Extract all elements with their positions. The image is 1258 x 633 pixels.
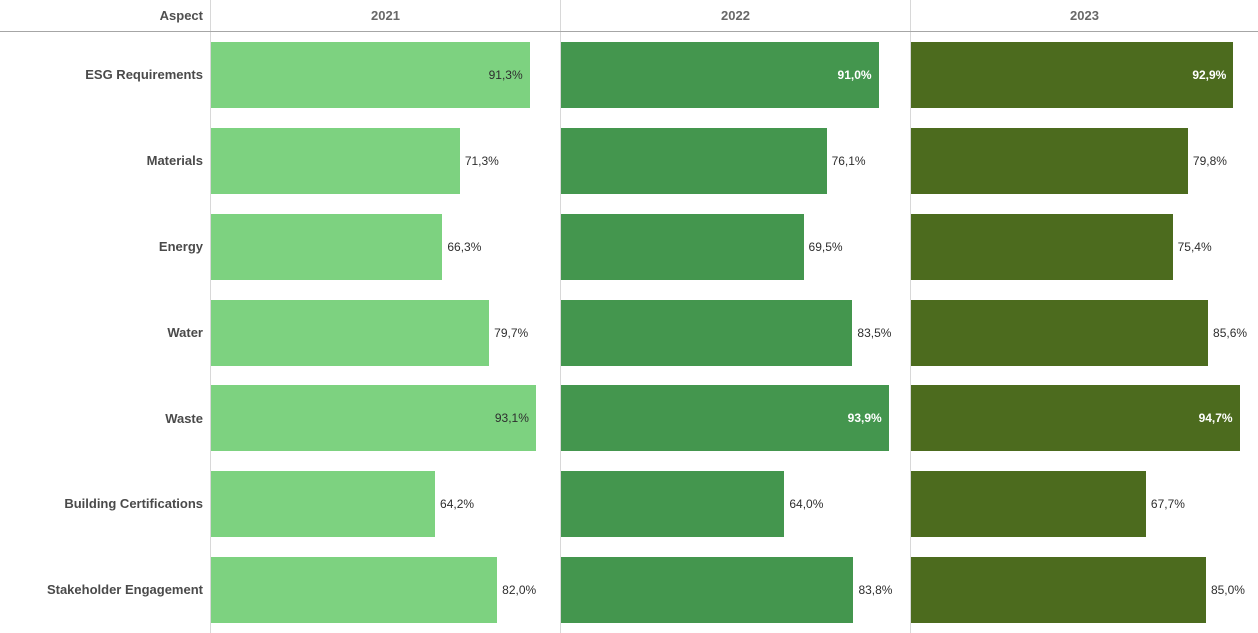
- row-label-esg-requirements: ESG Requirements: [85, 67, 203, 83]
- row-label-stakeholder-engagement: Stakeholder Engagement: [46, 582, 203, 598]
- row-label-waste: Waste: [165, 410, 203, 426]
- chart-row-water: Water 79,7% 83,5% 85,6%: [0, 289, 1258, 376]
- aspect-column-header: Aspect: [159, 8, 203, 23]
- bar-2023-building-certifications[interactable]: [911, 471, 1146, 538]
- cell-2021-waste: 93,1%: [210, 375, 560, 462]
- chart-row-waste: Waste 93,1% 93,9% 94,7%: [0, 375, 1258, 462]
- value-label-2021-waste: 93,1%: [494, 411, 529, 426]
- bar-2022-materials[interactable]: [561, 127, 827, 194]
- cell-2021-building-certifications: 64,2%: [210, 461, 560, 548]
- bar-2021-stakeholder-engagement[interactable]: [211, 557, 498, 624]
- cell-2023-building-certifications: 67,7%: [910, 461, 1258, 548]
- value-label-2022-energy: 69,5%: [808, 239, 843, 254]
- bar-2021-esg-requirements[interactable]: 91,3%: [211, 41, 530, 108]
- year-header-2021: 2021: [210, 0, 560, 31]
- cell-2022-building-certifications: 64,0%: [560, 461, 910, 548]
- cell-2022-materials: 76,1%: [560, 117, 910, 204]
- row-label-materials: Materials: [146, 152, 203, 168]
- cell-2022-waste: 93,9%: [560, 375, 910, 462]
- value-label-2022-esg-requirements: 91,0%: [837, 67, 872, 82]
- chart-row-esg-requirements: ESG Requirements 91,3% 91,0% 92,9%: [0, 32, 1258, 118]
- bar-2022-stakeholder-engagement[interactable]: [561, 557, 854, 624]
- value-label-2023-materials: 79,8%: [1192, 153, 1227, 168]
- chart-row-materials: Materials 71,3% 76,1% 79,8%: [0, 117, 1258, 204]
- cell-2022-energy: 69,5%: [560, 203, 910, 290]
- bar-2023-materials[interactable]: [911, 127, 1188, 194]
- value-label-2022-waste: 93,9%: [847, 411, 882, 426]
- cell-2023-energy: 75,4%: [910, 203, 1258, 290]
- cell-2022-stakeholder-engagement: 83,8%: [560, 547, 910, 633]
- cell-2021-water: 79,7%: [210, 289, 560, 376]
- cell-2021-energy: 66,3%: [210, 203, 560, 290]
- value-label-2023-energy: 75,4%: [1177, 239, 1212, 254]
- value-label-2023-water: 85,6%: [1213, 325, 1248, 340]
- bar-2022-water[interactable]: [561, 299, 853, 366]
- value-label-2021-energy: 66,3%: [447, 239, 482, 254]
- value-label-2022-building-certifications: 64,0%: [789, 497, 824, 512]
- value-label-2022-water: 83,5%: [857, 325, 892, 340]
- value-label-2021-stakeholder-engagement: 82,0%: [502, 583, 537, 598]
- value-label-2023-waste: 94,7%: [1198, 411, 1233, 426]
- value-label-2021-water: 79,7%: [494, 325, 529, 340]
- year-header-2023: 2023: [910, 0, 1258, 31]
- bar-2021-water[interactable]: [211, 299, 490, 366]
- cell-2023-stakeholder-engagement: 85,0%: [910, 547, 1258, 633]
- cell-2022-esg-requirements: 91,0%: [560, 32, 910, 118]
- row-label-building-certifications: Building Certifications: [64, 496, 203, 512]
- header-row: Aspect 2021 2022 2023: [0, 0, 1258, 32]
- bar-2022-waste[interactable]: 93,9%: [561, 385, 889, 452]
- chart-row-energy: Energy 66,3% 69,5% 75,4%: [0, 203, 1258, 290]
- value-label-2023-esg-requirements: 92,9%: [1192, 67, 1227, 82]
- bar-2023-energy[interactable]: [911, 213, 1173, 280]
- cell-2021-materials: 71,3%: [210, 117, 560, 204]
- cell-2023-water: 85,6%: [910, 289, 1258, 376]
- bar-2021-waste[interactable]: 93,1%: [211, 385, 536, 452]
- bar-2023-water[interactable]: [911, 299, 1209, 366]
- value-label-2023-stakeholder-engagement: 85,0%: [1210, 583, 1245, 598]
- cell-2023-waste: 94,7%: [910, 375, 1258, 462]
- row-label-energy: Energy: [158, 238, 203, 254]
- cell-2023-esg-requirements: 92,9%: [910, 32, 1258, 118]
- year-header-2022: 2022: [560, 0, 910, 31]
- value-label-2022-materials: 76,1%: [831, 153, 866, 168]
- bar-2023-esg-requirements[interactable]: 92,9%: [911, 41, 1234, 108]
- cell-2022-water: 83,5%: [560, 289, 910, 376]
- row-label-water: Water: [167, 324, 203, 340]
- chart-row-stakeholder-engagement: Stakeholder Engagement 82,0% 83,8% 85,0%: [0, 547, 1258, 633]
- chart-rows: ESG Requirements 91,3% 91,0% 92,9% Materials…: [0, 32, 1258, 633]
- bar-2021-materials[interactable]: [211, 127, 460, 194]
- value-label-2021-esg-requirements: 91,3%: [488, 67, 523, 82]
- cell-2021-esg-requirements: 91,3%: [210, 32, 560, 118]
- value-label-2022-stakeholder-engagement: 83,8%: [858, 583, 893, 598]
- bar-2022-esg-requirements[interactable]: 91,0%: [561, 41, 879, 108]
- bar-2021-energy[interactable]: [211, 213, 443, 280]
- value-label-2023-building-certifications: 67,7%: [1150, 497, 1185, 512]
- value-label-2021-materials: 71,3%: [464, 153, 499, 168]
- bar-2023-stakeholder-engagement[interactable]: [911, 557, 1206, 624]
- bar-2022-building-certifications[interactable]: [561, 471, 785, 538]
- bar-2021-building-certifications[interactable]: [211, 471, 436, 538]
- chart-row-building-certifications: Building Certifications 64,2% 64,0% 67,7%: [0, 461, 1258, 548]
- cell-2021-stakeholder-engagement: 82,0%: [210, 547, 560, 633]
- cell-2023-materials: 79,8%: [910, 117, 1258, 204]
- value-label-2021-building-certifications: 64,2%: [440, 497, 475, 512]
- bar-2022-energy[interactable]: [561, 213, 804, 280]
- bar-2023-waste[interactable]: 94,7%: [911, 385, 1240, 452]
